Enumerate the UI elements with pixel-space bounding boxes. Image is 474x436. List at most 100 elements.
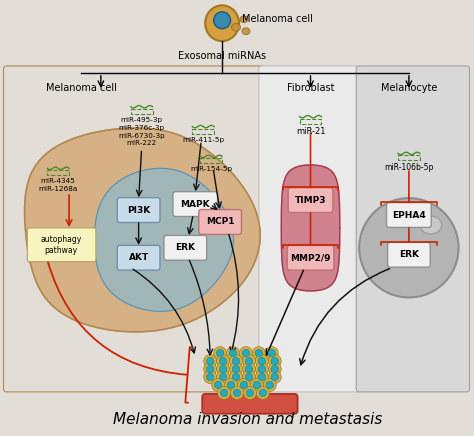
Polygon shape [94, 168, 234, 311]
Circle shape [212, 378, 225, 392]
Circle shape [255, 354, 268, 368]
FancyBboxPatch shape [117, 245, 160, 270]
Circle shape [217, 354, 229, 368]
Circle shape [206, 358, 214, 365]
Circle shape [239, 347, 252, 360]
FancyBboxPatch shape [259, 66, 362, 392]
Circle shape [256, 386, 269, 399]
Text: Melanoma cell: Melanoma cell [242, 14, 313, 24]
FancyBboxPatch shape [27, 228, 96, 262]
Circle shape [271, 358, 279, 365]
Text: miR-222: miR-222 [127, 140, 157, 146]
Circle shape [245, 373, 253, 381]
FancyBboxPatch shape [356, 66, 470, 392]
FancyBboxPatch shape [173, 192, 218, 217]
Circle shape [229, 354, 243, 368]
Circle shape [258, 365, 265, 373]
Circle shape [217, 363, 229, 375]
Text: MMP2/9: MMP2/9 [290, 253, 331, 262]
Circle shape [268, 371, 281, 383]
Polygon shape [281, 165, 340, 291]
Circle shape [229, 349, 237, 357]
Text: Melanocyte: Melanocyte [381, 83, 437, 93]
Circle shape [219, 373, 227, 381]
Circle shape [255, 349, 263, 357]
Polygon shape [25, 128, 260, 332]
FancyBboxPatch shape [117, 198, 160, 222]
Circle shape [230, 386, 244, 399]
Ellipse shape [214, 12, 230, 29]
Circle shape [244, 386, 256, 399]
Text: miR-106b-5p: miR-106b-5p [384, 164, 434, 172]
Circle shape [233, 389, 241, 397]
Circle shape [232, 358, 240, 365]
Ellipse shape [420, 216, 442, 234]
Text: miR-6730-3p: miR-6730-3p [118, 133, 165, 139]
Text: MAPK: MAPK [181, 200, 210, 208]
Text: miR-154-5p: miR-154-5p [190, 166, 232, 172]
Circle shape [271, 365, 279, 373]
Circle shape [268, 363, 281, 375]
Text: miR-495-3p: miR-495-3p [120, 117, 163, 123]
Circle shape [220, 389, 228, 397]
Text: autophagy
pathway: autophagy pathway [40, 235, 82, 255]
Circle shape [243, 354, 255, 368]
Circle shape [264, 378, 276, 392]
Circle shape [245, 358, 253, 365]
Circle shape [227, 347, 239, 360]
Circle shape [206, 365, 214, 373]
Circle shape [245, 365, 253, 373]
Text: Exosomal miRNAs: Exosomal miRNAs [178, 51, 266, 61]
Text: ERK: ERK [399, 250, 419, 259]
Circle shape [204, 371, 217, 383]
FancyBboxPatch shape [288, 187, 333, 212]
FancyBboxPatch shape [199, 210, 241, 235]
FancyBboxPatch shape [388, 242, 430, 267]
Circle shape [271, 373, 279, 381]
FancyBboxPatch shape [202, 394, 298, 414]
Text: miR-4345: miR-4345 [41, 178, 75, 184]
Circle shape [243, 371, 255, 383]
Circle shape [237, 378, 250, 392]
Circle shape [246, 389, 254, 397]
Circle shape [250, 378, 264, 392]
Text: Melanoma cell: Melanoma cell [46, 83, 117, 93]
Text: miR-376c-3p: miR-376c-3p [118, 125, 164, 131]
Ellipse shape [231, 24, 240, 31]
Ellipse shape [359, 198, 458, 297]
Circle shape [242, 349, 250, 357]
Ellipse shape [205, 5, 239, 41]
Text: TIMP3: TIMP3 [295, 196, 326, 204]
Circle shape [214, 347, 227, 360]
Circle shape [217, 371, 229, 383]
Text: MCP1: MCP1 [206, 218, 234, 226]
FancyBboxPatch shape [386, 203, 431, 228]
Circle shape [255, 371, 268, 383]
FancyBboxPatch shape [287, 245, 334, 270]
Text: EPHA4: EPHA4 [392, 211, 426, 219]
FancyBboxPatch shape [3, 66, 265, 392]
Circle shape [229, 371, 243, 383]
Text: Fibroblast: Fibroblast [287, 83, 334, 93]
Circle shape [243, 363, 255, 375]
Text: PI3K: PI3K [127, 205, 150, 215]
Ellipse shape [242, 28, 250, 34]
Circle shape [204, 363, 217, 375]
Circle shape [258, 373, 265, 381]
Circle shape [219, 365, 227, 373]
Circle shape [265, 347, 278, 360]
FancyBboxPatch shape [164, 235, 207, 260]
Circle shape [268, 349, 275, 357]
Circle shape [218, 386, 230, 399]
Text: miR-411-5p: miR-411-5p [182, 136, 224, 143]
Circle shape [216, 349, 224, 357]
Circle shape [229, 363, 243, 375]
Circle shape [258, 358, 265, 365]
Circle shape [255, 363, 268, 375]
Text: AKT: AKT [128, 253, 149, 262]
Circle shape [227, 381, 235, 389]
Text: miR-21: miR-21 [296, 126, 325, 136]
Circle shape [219, 358, 227, 365]
Text: Melanoma invasion and metastasis: Melanoma invasion and metastasis [113, 412, 383, 427]
Text: ERK: ERK [175, 243, 195, 252]
